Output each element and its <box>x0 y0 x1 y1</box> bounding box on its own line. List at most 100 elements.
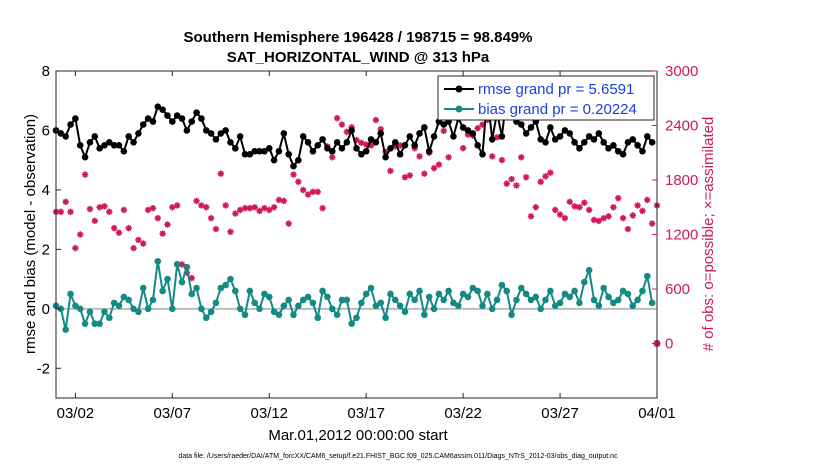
bias-point <box>324 293 331 301</box>
bias-point <box>629 302 637 310</box>
rmse-point <box>425 147 433 155</box>
rmse-point <box>212 136 220 143</box>
rmse-point <box>619 150 627 158</box>
rmse-point <box>585 133 593 140</box>
obs-count-point <box>367 142 375 149</box>
data-file-footnote: data file: /Users/raeder/DAI/ATM_forcXX/… <box>178 453 618 460</box>
obs-marker-stroke <box>213 226 219 232</box>
rmse-point <box>406 133 414 140</box>
rmse-point <box>149 118 157 125</box>
bias-point <box>217 284 225 292</box>
rmse-point <box>566 130 574 137</box>
obs-marker-stroke <box>290 171 297 178</box>
y2-tick-label: 600 <box>665 281 690 298</box>
y-tick-label: 4 <box>42 182 50 199</box>
bias-point <box>130 305 137 313</box>
obs-count-point <box>387 167 394 175</box>
obs-marker-stroke <box>334 115 340 122</box>
bias-point <box>67 290 74 298</box>
obs-marker-stroke <box>542 173 549 180</box>
obs-count-point <box>101 203 108 210</box>
obs-count-point <box>537 178 544 186</box>
rmse-point <box>256 147 263 155</box>
obs-count-point <box>629 212 636 219</box>
obs-marker-stroke <box>222 202 229 209</box>
obs-count-point <box>154 214 161 222</box>
bias-point <box>581 278 588 286</box>
bias-series <box>52 257 656 333</box>
obs-count-point <box>270 204 278 211</box>
bias-point <box>285 296 292 304</box>
bias-point <box>644 272 651 280</box>
rmse-point <box>595 130 603 137</box>
rmse-point <box>547 124 554 131</box>
bias-point <box>614 296 622 304</box>
x-tick-label: 03/27 <box>541 405 579 422</box>
bias-point <box>571 287 578 295</box>
rmse-point <box>232 144 239 152</box>
rmse-point <box>299 133 307 140</box>
rmse-point <box>106 139 113 146</box>
bias-point <box>241 311 249 319</box>
rmse-point <box>135 130 142 137</box>
bias-point <box>435 290 443 298</box>
rmse-point <box>629 136 637 143</box>
obs-marker-stroke <box>620 215 626 221</box>
obs-marker-stroke <box>208 215 214 221</box>
bias-point <box>198 305 205 313</box>
bias-point <box>547 287 554 295</box>
bias-point <box>115 302 123 310</box>
obs-marker-stroke <box>121 207 127 213</box>
obs-count-point <box>72 244 79 252</box>
obs-marker-stroke <box>130 245 137 251</box>
obs-marker-stroke <box>373 117 379 123</box>
bias-point <box>265 293 273 301</box>
obs-marker-stroke <box>101 203 108 210</box>
bias-point <box>561 290 569 298</box>
rmse-point <box>57 130 65 137</box>
y2-tick-label: 2400 <box>665 118 698 135</box>
obs-count-point <box>435 161 443 168</box>
bias-point <box>76 305 84 313</box>
bias-point <box>149 296 157 304</box>
bias-point <box>144 305 152 313</box>
x-axis: 03/02 03/07 03/12 03/17 03/22 03/27 04/01 <box>57 71 676 422</box>
obs-marker-stroke <box>571 203 578 210</box>
obs-count-point <box>173 202 181 209</box>
bias-point <box>648 299 656 307</box>
legend-box <box>437 75 655 121</box>
rmse-point <box>144 115 152 122</box>
plot-background <box>56 71 657 398</box>
obs-marker-stroke <box>436 161 442 168</box>
obs-marker-stroke <box>154 215 161 221</box>
obs-marker-stroke <box>96 204 103 211</box>
obs-count-point <box>203 204 210 211</box>
rmse-point <box>634 142 641 149</box>
bias-point <box>91 320 99 327</box>
obs-count-point <box>615 194 622 202</box>
obs-marker-stroke <box>503 180 510 187</box>
rmse-point <box>270 156 278 164</box>
obs-marker-stroke <box>489 153 496 160</box>
obs-count-point <box>275 196 283 204</box>
rmse-point <box>125 133 132 140</box>
obs-marker-stroke <box>319 205 326 211</box>
rmse-point <box>605 144 612 152</box>
rmse-point <box>527 124 535 131</box>
obs-count-point <box>430 164 438 172</box>
obs-count-point <box>135 236 142 244</box>
bias-point <box>430 305 438 313</box>
rmse-point <box>246 150 254 158</box>
obs-marker-stroke <box>639 208 646 214</box>
rmse-point <box>639 147 646 155</box>
rmse-point <box>576 144 583 152</box>
rmse-point <box>479 150 486 158</box>
obs-marker-stroke <box>440 128 447 134</box>
obs-count-point <box>338 121 346 128</box>
y-axis-label: rmse and bias (model - observation) <box>22 114 39 354</box>
obs-marker-stroke <box>387 168 394 174</box>
obs-count-point <box>561 214 569 222</box>
obs-count-point <box>232 210 239 217</box>
rmse-point <box>130 139 137 146</box>
bias-point <box>154 257 162 265</box>
